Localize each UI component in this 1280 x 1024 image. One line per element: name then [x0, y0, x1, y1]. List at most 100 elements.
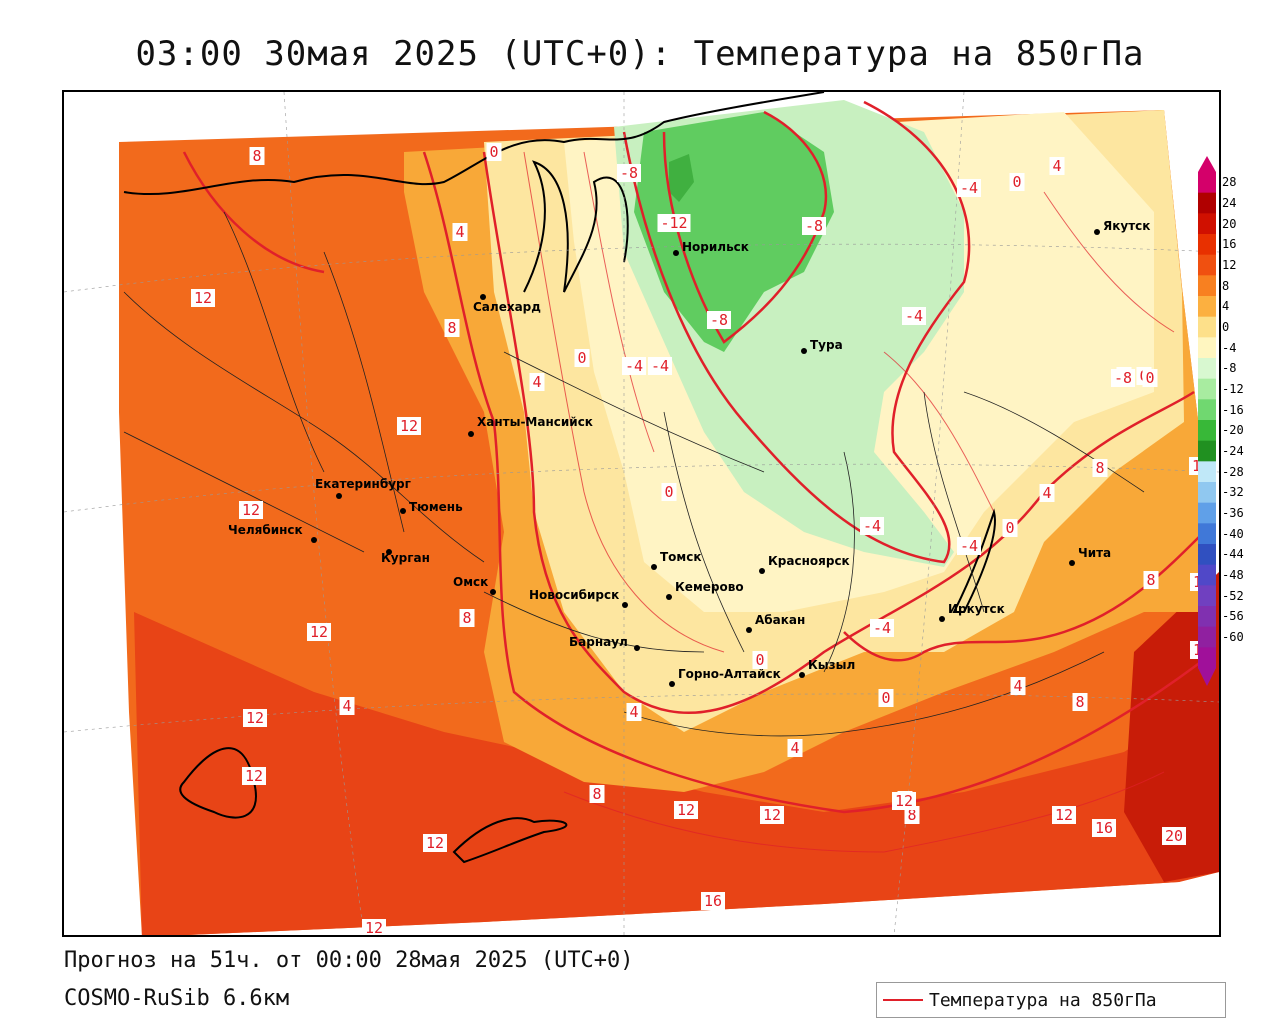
contour-label: 12 — [239, 501, 263, 519]
contour-label-bg — [957, 179, 981, 197]
contour-label: 4 — [529, 373, 545, 391]
contour-label-bg — [1010, 677, 1026, 695]
city-dot — [801, 348, 807, 354]
contour-label-bg — [243, 709, 267, 727]
contour-label-bg — [1162, 827, 1186, 845]
contour-label-text: 16 — [1095, 819, 1113, 837]
contour-label-bg — [1039, 484, 1055, 502]
contour-label-text: 0 — [1145, 369, 1154, 387]
temperature-contours-minor — [523, 151, 1175, 853]
contour-label-text: -8 — [1114, 369, 1132, 387]
contour-label: -4 — [870, 619, 894, 637]
temperature-field-coldest — [669, 154, 694, 202]
contour-label-text: 0 — [881, 689, 890, 707]
weather-map[interactable]: Якутск Норильск Салехард Тура Ханты-Мансийск… — [62, 90, 1221, 937]
contour-label-text: 4 — [1013, 677, 1022, 695]
city-label: Кызыл — [808, 658, 855, 672]
colorbar-tick-label: 20 — [1222, 216, 1237, 231]
city-label: Чита — [1078, 546, 1111, 560]
contour-label-bg — [617, 164, 641, 182]
forecast-info: Прогноз на 51ч. от 00:00 28мая 2025 (UTC… — [64, 948, 634, 973]
contour-label-bg — [444, 319, 460, 337]
colorbar-tick-label: -4 — [1222, 340, 1237, 355]
contour-label-bg — [870, 619, 894, 637]
city-dot — [622, 602, 628, 608]
contour-label-bg — [878, 689, 894, 707]
contour-label-text: 12 — [400, 417, 418, 435]
contour-label-text: -4 — [651, 357, 669, 375]
city-label: Якутск — [1103, 219, 1150, 233]
contour-label-text: -4 — [960, 179, 978, 197]
contour-label-bg — [397, 417, 421, 435]
contour-label: -8 — [707, 311, 731, 329]
city-label: Томск — [660, 550, 702, 564]
colorbar-segment — [1198, 440, 1216, 462]
contour-label: 20 — [1162, 827, 1186, 845]
colorbar-tick-label: -56 — [1222, 609, 1244, 624]
contour-label-bg — [362, 919, 386, 935]
contour-label-text: 8 — [447, 319, 456, 337]
contour-label: 12 — [191, 289, 215, 307]
contour-label: 12 — [307, 623, 331, 641]
contour-label-text: 12 — [246, 709, 264, 727]
contour-label: 8 — [1072, 693, 1088, 711]
contour-label-text: 4 — [790, 739, 799, 757]
city-label: Новосибирск — [529, 588, 619, 602]
contour-label-text: 12 — [426, 834, 444, 852]
contour-label-text: -8 — [805, 217, 823, 235]
contour-label-bg — [1049, 157, 1065, 175]
city-label: Екатеринбург — [315, 477, 411, 491]
city-label: Иркутск — [948, 602, 1005, 616]
contour-label: 12 — [760, 806, 784, 824]
contour-label: 0 — [574, 349, 590, 367]
contour-label-bg — [661, 483, 677, 501]
colorbar-tick-label: 16 — [1222, 237, 1237, 252]
contour-label: 8 — [1143, 571, 1159, 589]
city-label: Горно-Алтайск — [678, 667, 781, 681]
map-svg: Якутск Норильск Салехард Тура Ханты-Мансийск… — [64, 92, 1219, 935]
colorbar-segment — [1198, 296, 1216, 318]
city-dot — [651, 564, 657, 570]
contour-label-bg — [860, 517, 884, 535]
contour-label-text: 8 — [592, 785, 601, 803]
contour-label-text: 12 — [310, 623, 328, 641]
contour-label: 8 — [589, 785, 605, 803]
contour-label: -4 — [902, 307, 926, 325]
city-label: Барнаул — [569, 635, 628, 649]
map-title: 03:00 30мая 2025 (UTC+0): Температура на… — [135, 34, 1145, 74]
contour-label-text: 8 — [907, 806, 916, 824]
city-dot — [746, 627, 752, 633]
contour-label-bg — [459, 609, 475, 627]
contour-label-bg — [657, 214, 691, 232]
contour-label-bg — [486, 143, 502, 161]
contour-label-text: 8 — [252, 147, 261, 165]
city-label: Тура — [810, 338, 843, 352]
contour-label-bg — [339, 697, 355, 715]
colorbar-tick-label: -44 — [1222, 547, 1244, 562]
colorbar-tick-label: -36 — [1222, 506, 1244, 520]
contour-label-text: 16 — [704, 892, 722, 910]
contour-label-bg — [589, 785, 605, 803]
contour-label-bg — [904, 806, 920, 824]
contour-label-bg — [1142, 369, 1158, 387]
contour-label-text: 12 — [365, 919, 383, 935]
legend-line-swatch — [883, 999, 923, 1001]
colorbar-tick-label: -48 — [1222, 568, 1244, 582]
colorbar-tick-label: -40 — [1222, 526, 1244, 541]
contour-label: 4 — [1049, 157, 1065, 175]
colorbar-svg — [1198, 156, 1216, 686]
contour-label-text: 8 — [462, 609, 471, 627]
legend: Температура на 850гПа — [876, 982, 1226, 1018]
city-label: Салехард — [473, 300, 541, 314]
contour-label-text: -4 — [863, 517, 881, 535]
colorbar-segment — [1198, 564, 1216, 586]
contour-label-bg — [242, 767, 266, 785]
city-dot — [468, 431, 474, 437]
contour-label: -4 — [648, 357, 672, 375]
contour-label-text: 0 — [577, 349, 586, 367]
contour-label-text: 0 — [1012, 173, 1021, 191]
contour-label-text: 12 — [763, 806, 781, 824]
colorbar-tick-label: 0 — [1222, 320, 1230, 334]
colorbar-segment — [1198, 399, 1216, 421]
colorbar-tick-label: 24 — [1222, 196, 1237, 210]
